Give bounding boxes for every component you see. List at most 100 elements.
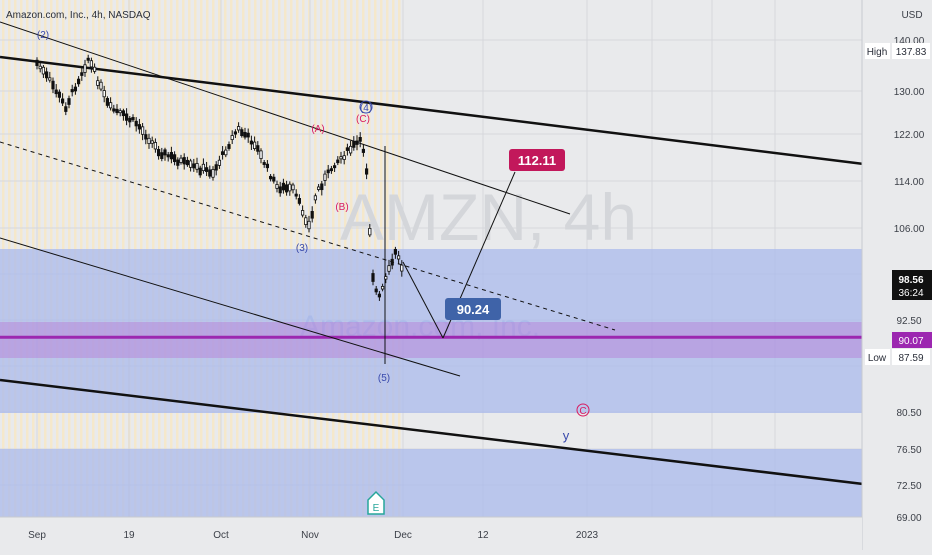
candle-body xyxy=(185,159,189,166)
candle-body xyxy=(374,288,378,293)
low-value-box xyxy=(892,349,930,365)
price-candles xyxy=(35,54,404,301)
candle-body xyxy=(220,151,225,155)
time-tick: 12 xyxy=(477,530,489,541)
candle-body xyxy=(323,173,327,181)
candle-body xyxy=(166,154,170,158)
candle-body xyxy=(45,71,49,79)
target-label-lower-box xyxy=(445,298,501,320)
watermark-ticker: AMZN, 4h xyxy=(340,180,637,254)
candle-body xyxy=(355,140,359,145)
candle-body xyxy=(54,89,58,95)
candle-body xyxy=(390,258,394,266)
price-tick: 106.00 xyxy=(894,224,925,235)
candle-body xyxy=(77,78,81,85)
projection-down xyxy=(402,261,444,339)
candle-body xyxy=(384,276,388,280)
candle-body xyxy=(179,157,183,163)
candle-body xyxy=(48,77,52,81)
candle-body xyxy=(300,210,305,216)
candle-body xyxy=(352,140,356,148)
channel-mid-dashed xyxy=(0,141,616,331)
candle-body xyxy=(246,132,250,138)
wave-label-4-circle xyxy=(359,100,373,114)
target-label-upper-box xyxy=(509,149,565,171)
candle-body xyxy=(320,183,324,191)
candle-body xyxy=(150,140,154,144)
candle-body xyxy=(380,286,385,290)
high-value: 137.83 xyxy=(896,47,927,58)
candle-body xyxy=(339,156,343,160)
wave-label-3: (5) xyxy=(378,373,390,384)
candle-body xyxy=(118,110,122,114)
candle-body xyxy=(240,129,244,137)
wave-label-4: (A) xyxy=(311,124,324,135)
candle-body xyxy=(35,59,39,66)
symbol-title: Amazon.com, Inc., 4h, NASDAQ xyxy=(6,10,151,21)
earnings-event-marker xyxy=(367,490,385,515)
candle-body xyxy=(332,165,337,169)
candle-body xyxy=(361,148,366,153)
candle-body xyxy=(70,89,74,93)
channel-upper xyxy=(0,21,571,215)
wave-label-1: (3) xyxy=(296,243,308,254)
price-tick: 122.00 xyxy=(894,130,925,141)
candle-body xyxy=(304,217,308,225)
channel-lower xyxy=(0,237,461,377)
candle-body xyxy=(211,169,215,178)
candle-body xyxy=(128,117,132,123)
candle-body xyxy=(153,142,157,150)
high-tag: High xyxy=(867,47,888,58)
candle-body xyxy=(281,182,286,191)
candle-body xyxy=(265,163,270,169)
candle-body xyxy=(156,149,161,157)
candle-body xyxy=(294,193,298,197)
candle-body xyxy=(67,98,71,105)
price-tick: 114.00 xyxy=(894,177,924,188)
candle-body xyxy=(192,163,196,169)
candle-body xyxy=(57,91,62,98)
price-tick: 140.00 xyxy=(894,36,925,47)
demand-zone-upper xyxy=(0,249,862,413)
high-tag-box xyxy=(865,43,890,59)
candle-body xyxy=(163,149,167,156)
candle-body xyxy=(297,198,302,204)
low-value: 87.59 xyxy=(898,353,923,364)
wave-label-2: (4) xyxy=(360,103,372,114)
last-price-box xyxy=(892,270,932,300)
candle-body xyxy=(115,108,119,114)
candle-body xyxy=(288,183,292,192)
candle-body xyxy=(259,150,263,159)
candle-body xyxy=(262,162,266,165)
candle-body xyxy=(224,149,228,156)
target-label-upper: 112.11 xyxy=(518,153,556,168)
price-tick: 92.50 xyxy=(896,316,921,327)
candle-body xyxy=(252,141,257,150)
candle-body xyxy=(109,102,113,109)
target-label-lower: 90.24 xyxy=(457,302,490,317)
candle-body xyxy=(86,57,90,61)
candle-body xyxy=(172,154,177,163)
candle-body xyxy=(272,176,276,182)
candle-body xyxy=(102,90,106,98)
candle-body xyxy=(99,81,103,90)
candle-body xyxy=(275,184,279,189)
time-tick: Oct xyxy=(213,530,229,541)
candle-body xyxy=(144,134,148,140)
high-value-box xyxy=(892,43,930,59)
trendline-upper-bold xyxy=(0,55,889,169)
candle-body xyxy=(131,117,135,121)
candle-body xyxy=(236,126,241,131)
candle-body xyxy=(38,65,42,70)
candle-body xyxy=(137,124,141,130)
target-band xyxy=(0,322,862,358)
candle-body xyxy=(198,167,202,176)
candle-body xyxy=(96,80,100,86)
candle-body xyxy=(83,64,87,73)
candle-body xyxy=(336,159,340,164)
candle-body xyxy=(345,147,350,151)
candle-body xyxy=(307,220,311,230)
candle-body xyxy=(140,126,145,135)
